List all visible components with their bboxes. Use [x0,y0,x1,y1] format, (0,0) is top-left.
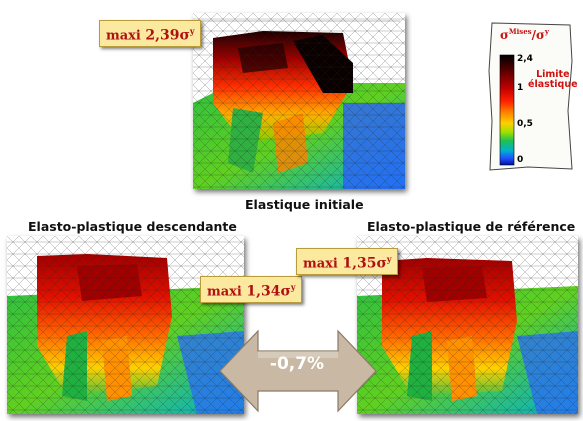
legend-paper-background [488,22,573,171]
maxi-value: 1,35σ [342,255,387,272]
legend-tick-max: 2,4 [517,54,533,64]
maxi-badge-reference: maxi 1,35σy [296,248,399,276]
legend-title-sup: Mises [508,27,532,36]
caption-reference: Elasto-plastique de référence [367,219,576,234]
fem-mesh-descendante-image [7,236,244,414]
legend-color-bar [499,54,515,166]
maxi-badge-descendante: maxi 1,34σy [200,276,303,304]
legend-title-sep: /σ [531,28,545,42]
legend-title: σMises/σy [500,27,549,42]
difference-percent: -0,7% [269,354,325,374]
maxi-prefix: maxi [207,284,247,300]
color-scale-legend: σMises/σy 2,4 1 0,5 0 Limite élastique [488,21,578,171]
maxi-prefix: maxi [303,256,343,272]
maxi-sup: y [386,254,392,264]
caption-descendante: Elasto-plastique descendante [28,219,237,234]
caption-initial: Elastique initiale [245,197,364,212]
legend-tick-zero: 0 [517,155,524,165]
maxi-value: 2,39σ [145,27,190,44]
legend-tick-one: 1 [517,83,524,93]
maxi-badge-initial: maxi 2,39σy [99,20,202,48]
fem-panel-initial [193,13,405,189]
fem-mesh-initial-image [193,13,405,189]
legend-tick-half: 0,5 [517,119,533,129]
maxi-sup: y [290,282,296,292]
fem-panel-descendante [7,236,244,414]
maxi-value: 1,34σ [246,283,291,300]
maxi-prefix: maxi [106,28,146,44]
limite-line1: Limite [536,69,570,80]
legend-title-sigma: σ [500,28,509,42]
legend-title-sup2: y [544,27,549,36]
legend-elastic-limit-label: Limite élastique [528,70,578,90]
double-arrow-icon [219,329,377,413]
maxi-sup: y [189,26,195,36]
limite-line2: élastique [528,79,578,90]
